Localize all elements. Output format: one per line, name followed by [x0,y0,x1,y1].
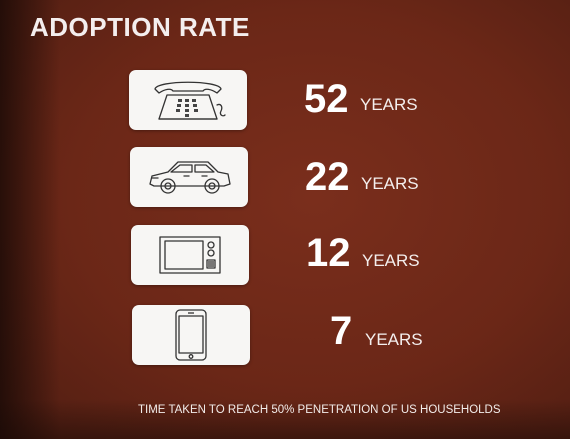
smartphone-years-unit: YEARS [365,330,423,349]
car-card [130,147,248,207]
bottom-shadow [0,399,570,439]
television-years-unit: YEARS [362,251,420,270]
television-card [131,225,249,285]
smartphone-card [132,305,250,365]
left-shadow [0,0,60,439]
car-years-unit: YEARS [361,174,419,193]
telephone-years-value: 52 [304,77,349,121]
telephone-years-unit: YEARS [360,95,418,114]
smartphone-icon [175,309,207,361]
smartphone-years-value: 7 [330,309,353,353]
telephone-icon [154,81,226,120]
television-icon [159,236,221,274]
car-years-value: 22 [305,155,350,199]
slide-title: ADOPTION RATE [30,12,250,42]
car-icon [149,161,231,194]
television-years-value: 12 [306,231,351,275]
footnote: TIME TAKEN TO REACH 50% PENETRATION OF U… [138,404,501,416]
telephone-card [129,70,247,130]
